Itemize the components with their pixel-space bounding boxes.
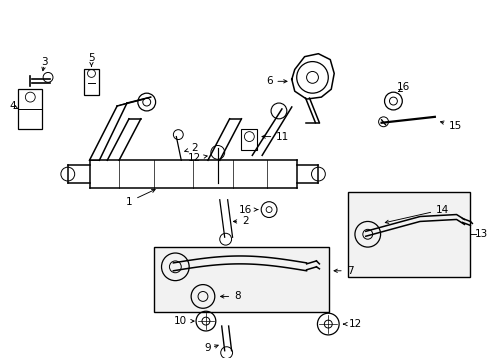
Text: 1: 1: [125, 189, 155, 207]
Text: 11: 11: [262, 132, 289, 141]
Text: 16: 16: [238, 204, 257, 215]
Text: 7: 7: [333, 266, 353, 276]
Bar: [19, 89, 42, 129]
Text: 5: 5: [88, 53, 95, 63]
Text: 2: 2: [233, 216, 248, 226]
Text: 12: 12: [187, 153, 207, 163]
Text: 2: 2: [184, 143, 197, 153]
Bar: [241, 129, 257, 150]
Text: 9: 9: [204, 343, 211, 353]
Text: 15: 15: [440, 121, 461, 131]
Text: 13: 13: [473, 229, 487, 239]
Bar: [83, 69, 99, 95]
Text: 10: 10: [173, 316, 194, 326]
Text: 12: 12: [343, 319, 362, 329]
FancyBboxPatch shape: [153, 247, 328, 312]
Text: 14: 14: [385, 204, 448, 224]
Text: 4: 4: [9, 101, 16, 111]
FancyBboxPatch shape: [347, 192, 469, 277]
Text: 16: 16: [396, 82, 409, 92]
Text: 8: 8: [220, 292, 240, 301]
Text: 6: 6: [265, 76, 286, 86]
Text: 3: 3: [41, 57, 47, 67]
